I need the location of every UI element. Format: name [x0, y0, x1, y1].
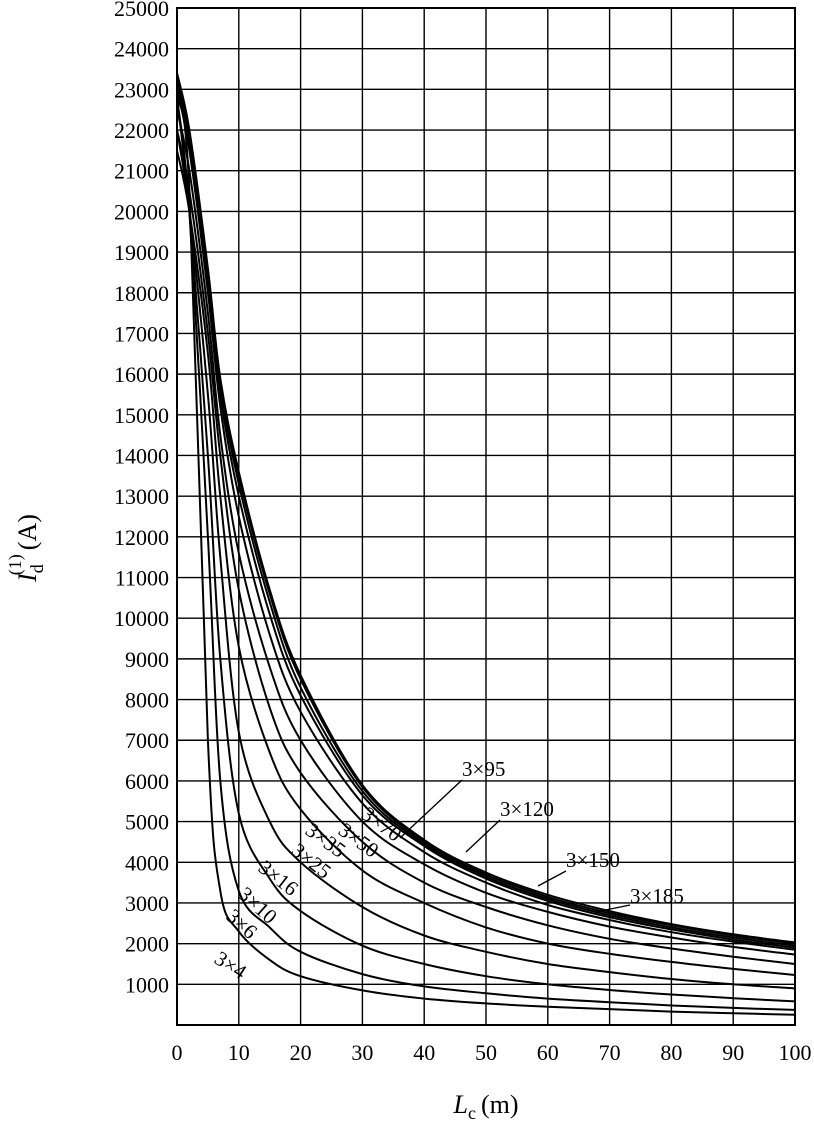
series-leader-line [399, 779, 463, 839]
y-axis-label-main: I [13, 572, 42, 583]
tick-labels: 0 10 20 30 40 50 60 70 80 90 100 1000 2000 3000 4000 50… [114, 0, 812, 1065]
y-tick-label: 15000 [114, 403, 169, 428]
series-line [176, 97, 796, 1011]
y-tick-label: 5000 [125, 810, 169, 835]
y-tick-label: 23000 [114, 77, 169, 102]
y-tick-label: 2000 [125, 932, 169, 957]
series-line [176, 97, 796, 1016]
series-label: 3×150 [566, 848, 620, 872]
y-axis-label-sub: d [27, 564, 47, 573]
y-tick-label: 9000 [125, 647, 169, 672]
y-tick-label: 11000 [115, 566, 169, 591]
y-tick-label: 3000 [125, 891, 169, 916]
series-label: 3×120 [500, 797, 554, 821]
y-tick-label: 24000 [114, 37, 169, 62]
x-axis-label-main: L [452, 1090, 467, 1119]
curves [176, 72, 796, 1016]
x-axis-label-sub: c [468, 1103, 476, 1121]
series-leader-line [595, 904, 631, 913]
x-tick-label: 100 [779, 1040, 812, 1065]
y-tick-label: 21000 [114, 159, 169, 184]
x-tick-label: 30 [351, 1040, 373, 1065]
series-leader-line [465, 819, 501, 853]
y-tick-label: 20000 [114, 199, 169, 224]
x-tick-label: 60 [537, 1040, 559, 1065]
y-tick-label: 22000 [114, 118, 169, 143]
y-axis-label: Id(1) (A) [5, 514, 47, 583]
y-tick-label: 14000 [114, 443, 169, 468]
series-line [176, 150, 796, 976]
y-tick-label: 7000 [125, 728, 169, 753]
y-tick-label: 12000 [114, 525, 169, 550]
y-tick-label: 17000 [114, 321, 169, 346]
series-labels: 3×43×63×103×163×253×353×503×703×953×1203… [210, 757, 684, 984]
series-label: 3×4 [210, 946, 251, 984]
series-line [176, 72, 796, 944]
series-line [176, 89, 796, 951]
series-line [176, 97, 796, 1003]
y-tick-label: 25000 [114, 0, 169, 21]
y-axis-label-unit: (A) [13, 514, 42, 550]
x-tick-label: 90 [722, 1040, 744, 1065]
y-tick-label: 16000 [114, 362, 169, 387]
y-tick-label: 1000 [125, 972, 169, 997]
series-label: 3×185 [630, 884, 684, 908]
series-label: 3×95 [462, 757, 505, 781]
series-line [176, 129, 796, 990]
series-line [176, 129, 796, 965]
x-tick-label: 40 [413, 1040, 435, 1065]
x-axis-label-unit: (m) [481, 1090, 519, 1119]
x-tick-label: 50 [475, 1040, 497, 1065]
y-tick-label: 8000 [125, 688, 169, 713]
x-tick-label: 70 [599, 1040, 621, 1065]
grid [177, 8, 795, 1025]
y-axis-label-sup: (1) [5, 554, 26, 575]
y-tick-label: 10000 [114, 606, 169, 631]
y-tick-label: 4000 [125, 850, 169, 875]
y-tick-label: 13000 [114, 484, 169, 509]
plot-frame [176, 7, 796, 1026]
x-tick-label: 10 [228, 1040, 250, 1065]
series-line [176, 109, 796, 956]
x-axis-label: Lc (m) [452, 1090, 518, 1121]
x-tick-label: 80 [660, 1040, 682, 1065]
series-leader-line [537, 870, 567, 887]
x-tick-label: 0 [172, 1040, 183, 1065]
x-tick-label: 20 [290, 1040, 312, 1065]
y-tick-label: 19000 [114, 240, 169, 265]
y-tick-label: 18000 [114, 281, 169, 306]
y-tick-label: 6000 [125, 769, 169, 794]
